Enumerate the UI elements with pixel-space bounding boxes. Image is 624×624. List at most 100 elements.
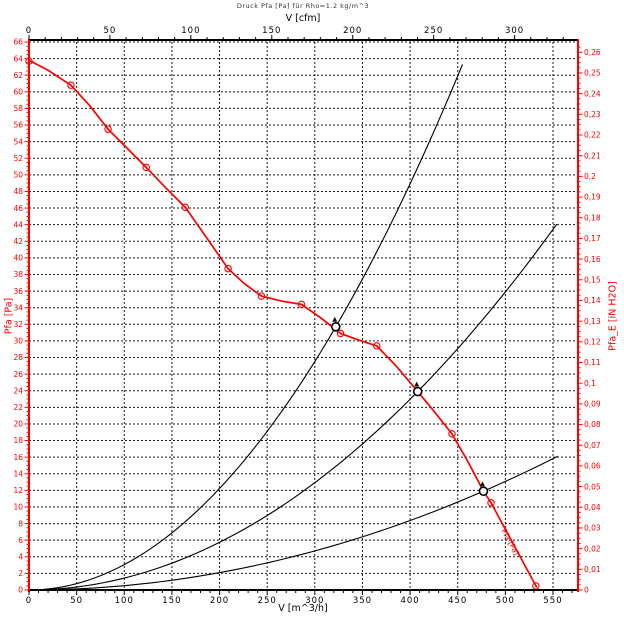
y-left-tick-label: 56: [13, 121, 23, 130]
fan-curve-marker-dot: [534, 584, 537, 587]
system-curve: [28, 64, 463, 591]
operating-point-marker: [478, 486, 489, 496]
x-tick-label: 50: [70, 596, 83, 606]
y-left-tick-label: 12: [13, 486, 23, 495]
fan-curve-marker: [181, 203, 189, 211]
x-tick-label: 350: [353, 596, 372, 606]
operating-points: [330, 316, 489, 496]
y-right-tick-label: 0,23: [584, 110, 601, 119]
y-right-tick-label: 0,09: [584, 400, 601, 409]
y-left-tick-label: 36: [13, 287, 23, 296]
y-left-tick-label: 8: [18, 519, 23, 528]
y-right-tick-label: 0,03: [584, 524, 601, 533]
x-top-tick-label: 0: [26, 26, 32, 36]
y-left-tick-label: 62: [13, 71, 23, 80]
grid: [29, 41, 578, 590]
y-right-tick-label: 0,02: [584, 544, 601, 553]
x-tick-label: 150: [162, 596, 181, 606]
y-right-tick-label: 0,07: [584, 441, 601, 450]
y-left-tick-label: 40: [13, 254, 23, 263]
fan-curve-marker-dot: [375, 344, 378, 347]
y-left-tick-label: 38: [13, 270, 23, 279]
y-left-tick-label: 52: [13, 154, 23, 163]
x-tick-label: 450: [448, 596, 467, 606]
fan-curve-marker: [224, 264, 232, 273]
fan-curve-marker-dot: [300, 303, 303, 306]
y-right-tick-label: 0,15: [584, 275, 601, 284]
y-right-tick-label: 0,19: [584, 193, 601, 202]
y-left-tick-label: 60: [13, 88, 23, 97]
x-tick-label: 100: [115, 596, 134, 606]
y-right-tick-label: 0,01: [584, 565, 601, 574]
operating-point-pointer-icon: [332, 316, 338, 322]
y-axis-right-title: Pfa_E [iN H2O]: [607, 281, 619, 351]
y-axis-left-title: Pfa [Pa]: [3, 297, 15, 335]
operating-point-marker: [412, 386, 423, 397]
fan-curve-marker: [104, 125, 112, 133]
x-top-tick-label: 200: [343, 26, 362, 36]
fan-curve-marker-dot: [70, 84, 72, 87]
x-tick-label: 300: [305, 596, 324, 606]
y-left-tick-label: 6: [18, 536, 23, 545]
fan-curve-marker: [448, 430, 456, 438]
y-right-tick-label: 0,17: [584, 234, 601, 243]
x-axis-bottom-title: V [m^3/h]: [278, 603, 328, 614]
y-axis-left-ticks: 0246810121416182022242628303234363840424…: [13, 38, 29, 595]
x-axis-bottom-ticks: 0 50 100 150 200 250 300 350 400 450 500 550: [26, 590, 573, 606]
fan-curve-marker: [142, 163, 150, 172]
y-left-tick-label: 48: [13, 187, 23, 196]
y-left-tick-label: 32: [13, 320, 23, 329]
y-left-tick-label: 10: [13, 503, 23, 512]
x-axis-top-ticks: 0 50 100 150 200 250 300: [26, 26, 564, 40]
y-left-tick-label: 18: [13, 436, 23, 445]
y-right-tick-label: 0,08: [584, 420, 601, 429]
y-right-tick-label: 0,1: [584, 379, 596, 388]
y-right-tick-label: 0: [584, 586, 589, 595]
y-left-tick-label: 42: [13, 237, 23, 246]
system-curve: [28, 223, 558, 591]
x-top-tick-label: 300: [505, 26, 524, 36]
y-left-tick-label: 30: [13, 337, 23, 346]
y-right-tick-label: 0,26: [584, 48, 601, 57]
system-curve: [28, 455, 559, 591]
y-right-tick-label: 0,05: [584, 482, 601, 491]
x-axis-top-title: V [cfm]: [285, 13, 321, 24]
y-left-tick-label: 16: [13, 453, 23, 462]
y-left-tick-label: 28: [13, 353, 23, 362]
x-top-tick-label: 150: [262, 26, 281, 36]
y-left-tick-label: 26: [13, 370, 23, 379]
y-left-tick-label: 46: [13, 204, 23, 213]
fan-curve-marker: [257, 292, 266, 300]
x-top-tick-label: 250: [424, 26, 443, 36]
fan-curve-marker-dot: [339, 332, 342, 335]
y-right-tick-label: 0,14: [584, 296, 601, 305]
fan-curve-marker-dot: [490, 501, 492, 504]
chart-title: Druck Pfa [Pa] für Rho=1.2 kg/m^3: [236, 2, 370, 10]
x-tick-label: 0: [26, 596, 32, 606]
y-left-tick-label: 58: [13, 104, 23, 113]
fan-curve-marker-dot: [145, 166, 148, 169]
fan-curve-marker: [372, 342, 381, 350]
operating-point-pointer-icon: [479, 481, 485, 487]
y-left-tick-label: 44: [13, 220, 23, 229]
y-right-tick-label: 0,22: [584, 131, 601, 140]
fan-curve-marker-dot: [107, 128, 109, 131]
y-left-tick-label: 0: [18, 586, 23, 595]
y-left-tick-label: 54: [13, 137, 23, 146]
y-left-tick-label: 14: [13, 469, 23, 478]
fan-curve-marker-dot: [184, 206, 187, 209]
y-left-tick-label: 34: [13, 303, 23, 312]
y-left-tick-label: 64: [13, 54, 23, 63]
y-left-tick-label: 4: [18, 552, 23, 561]
x-top-tick-label: 50: [104, 26, 117, 36]
y-right-tick-label: 0,12: [584, 338, 601, 347]
fan-curve-marker-dot: [260, 295, 263, 297]
y-right-tick-label: 0,11: [584, 358, 601, 367]
fan-curve-label: Pfa [Pa]: [499, 527, 521, 557]
fan-pressure-curve: Pfa [Pa]: [25, 57, 540, 590]
fan-curve-marker-dot: [227, 267, 230, 270]
y-right-tick-label: 0,13: [584, 317, 601, 326]
axes: [28, 39, 579, 592]
